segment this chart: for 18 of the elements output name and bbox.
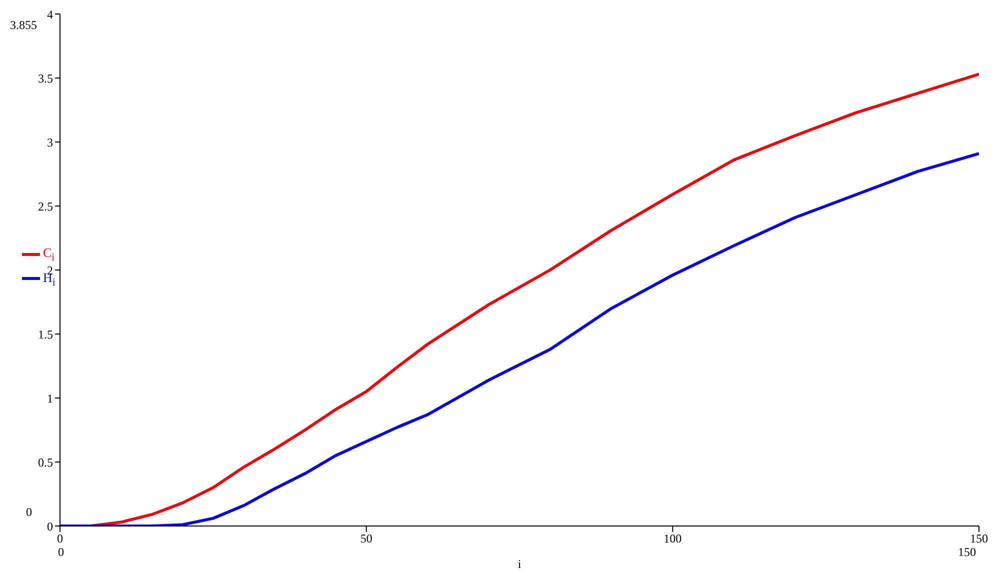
x-tick-label: 0: [57, 532, 63, 546]
y-tick-label: 4: [47, 7, 53, 22]
x-tick-label: 150: [970, 532, 988, 546]
text: 0: [26, 505, 32, 520]
y-tick-label: 1: [47, 391, 53, 406]
text: 0: [58, 545, 64, 560]
text: 3.855: [10, 18, 37, 33]
x-tick-label: 50: [360, 532, 372, 546]
y-tick-label: 0: [47, 519, 53, 534]
y-tick-label: 3.5: [38, 71, 53, 86]
y-tick-label: 3: [47, 135, 53, 150]
x-axis-title: i: [518, 557, 522, 571]
y-tick-label: 1.5: [38, 327, 53, 342]
text: 150: [958, 545, 976, 560]
y-tick-label: 2.5: [38, 199, 53, 214]
y-tick-label: 0.5: [38, 455, 53, 470]
x-tick-label: 100: [664, 532, 682, 546]
legend-label: C$_{i}$: [43, 245, 55, 264]
